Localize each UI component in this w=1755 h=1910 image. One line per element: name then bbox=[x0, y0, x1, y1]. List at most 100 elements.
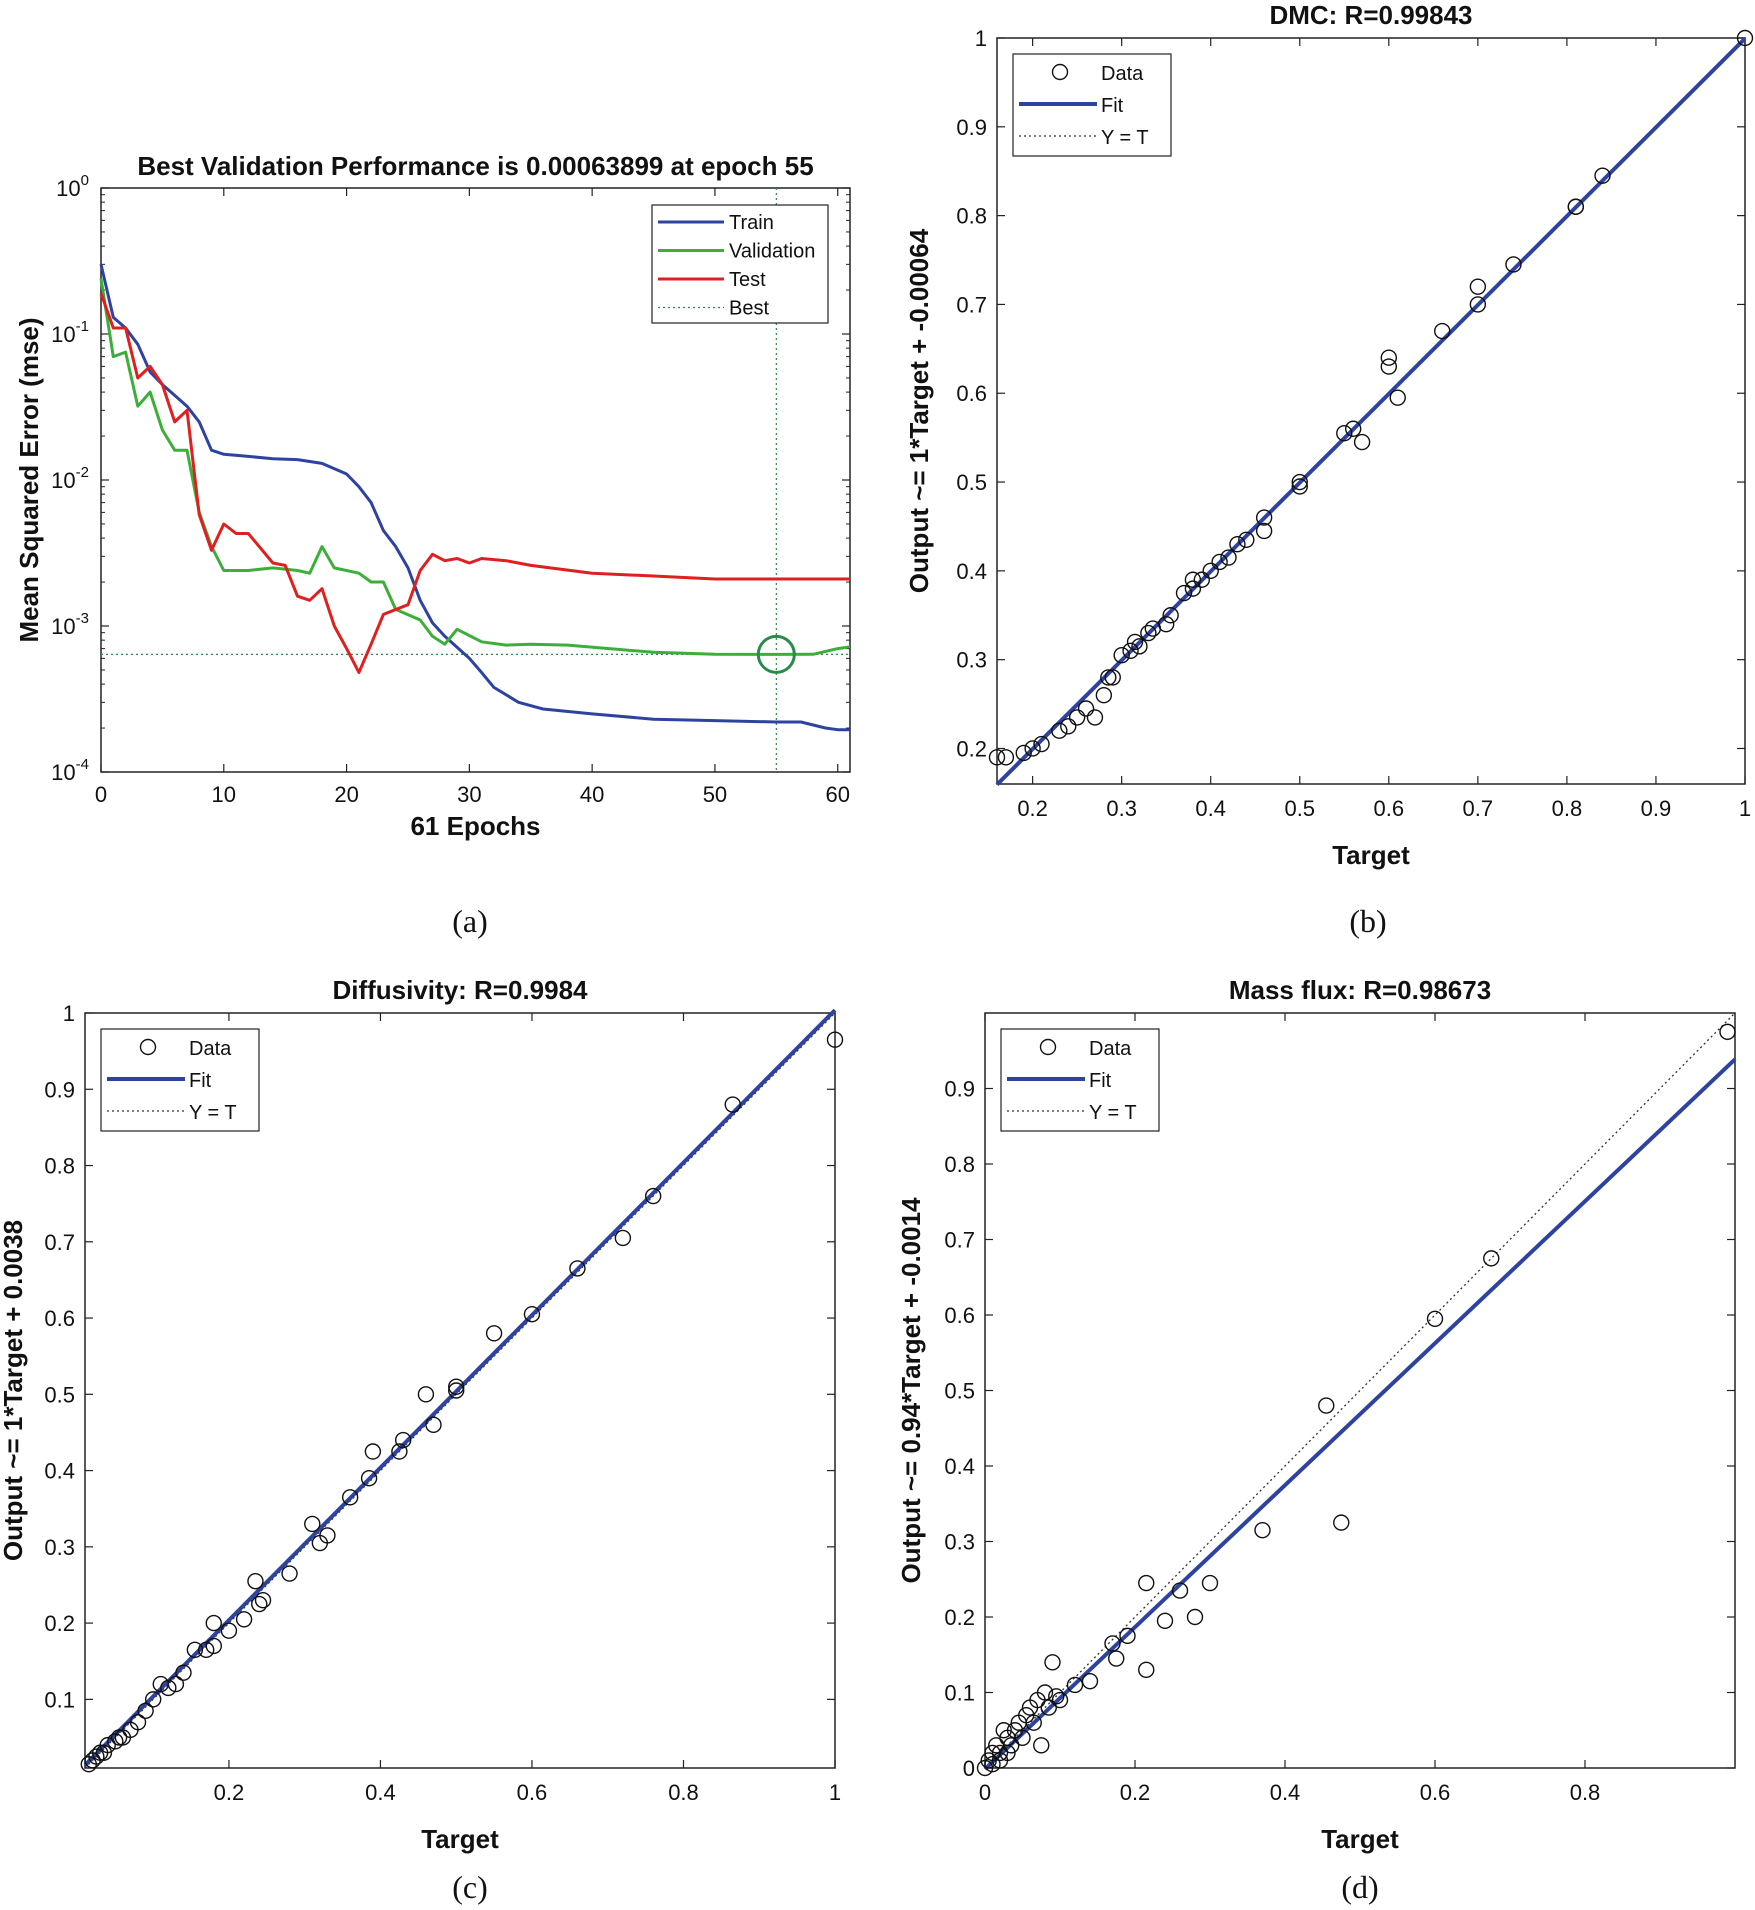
y-tick-base: 10 bbox=[51, 614, 75, 639]
y-tick-label: 0.3 bbox=[44, 1535, 75, 1560]
legend-label: Y = T bbox=[1101, 127, 1149, 149]
data-point bbox=[1051, 722, 1068, 739]
data-point bbox=[1201, 1574, 1219, 1592]
x-tick-label: 0.2 bbox=[214, 1780, 245, 1805]
fit-line bbox=[995, 37, 1747, 786]
legend-label: Best bbox=[729, 298, 769, 320]
data-point bbox=[1060, 718, 1077, 735]
data-point bbox=[1344, 420, 1362, 437]
chart-title: Best Validation Performance is 0.0006389… bbox=[137, 151, 813, 181]
data-point bbox=[247, 1572, 264, 1590]
data-point bbox=[1003, 1737, 1020, 1754]
x-tick-label: 0.4 bbox=[1270, 1780, 1301, 1805]
data-point bbox=[1024, 740, 1041, 757]
y-tick-exponent: -2 bbox=[76, 464, 89, 481]
legend-label: Y = T bbox=[189, 1102, 237, 1124]
y-tick-label: 0.5 bbox=[956, 470, 987, 495]
legend-label: Fit bbox=[1101, 95, 1124, 117]
legend-label: Fit bbox=[189, 1070, 212, 1092]
data-point bbox=[205, 1614, 222, 1632]
x-tick-label: 0.3 bbox=[1106, 796, 1137, 821]
data-point bbox=[1015, 744, 1032, 762]
data-point bbox=[1186, 1608, 1204, 1626]
x-axis-label: Target bbox=[1332, 840, 1410, 870]
data-point bbox=[1380, 358, 1398, 375]
data-point bbox=[614, 1229, 632, 1247]
data-point bbox=[1157, 615, 1175, 633]
y-tick-base: 10 bbox=[51, 468, 75, 493]
y-tick-label: 1 bbox=[63, 1001, 75, 1026]
data-point bbox=[1389, 389, 1406, 406]
data-point bbox=[1040, 1699, 1057, 1716]
data-point bbox=[980, 1752, 997, 1769]
data-point bbox=[1719, 1023, 1736, 1041]
y-tick-label: 0.2 bbox=[956, 736, 987, 761]
y-tick-label: 0.5 bbox=[944, 1379, 975, 1404]
y-tick-exponent: -3 bbox=[76, 610, 89, 627]
plot-frame bbox=[996, 37, 1746, 785]
data-point bbox=[160, 1679, 177, 1697]
y-tick-label: 0.8 bbox=[944, 1152, 975, 1177]
identity-line bbox=[984, 1012, 1736, 1769]
data-point bbox=[1202, 562, 1219, 580]
x-tick-label: 0.2 bbox=[1120, 1780, 1151, 1805]
data-point bbox=[1469, 278, 1487, 295]
y-tick-label: 0.7 bbox=[956, 292, 987, 317]
data-point bbox=[1483, 1250, 1500, 1267]
data-point bbox=[205, 1637, 222, 1655]
y-axis-label: Output ~= 1*Target + 0.0038 bbox=[0, 1220, 28, 1561]
data-point bbox=[1736, 29, 1754, 47]
x-tick-label: 0.6 bbox=[1374, 796, 1405, 821]
x-tick-label: 0.6 bbox=[517, 1780, 548, 1805]
y-tick-label: 0.7 bbox=[944, 1228, 975, 1253]
data-point bbox=[281, 1565, 298, 1582]
data-point bbox=[1255, 509, 1273, 526]
x-tick-label: 0.5 bbox=[1284, 796, 1315, 821]
data-point bbox=[1095, 686, 1113, 704]
y-tick-label: 0.9 bbox=[944, 1077, 975, 1102]
chart-title: Diffusivity: R=0.9984 bbox=[332, 975, 588, 1005]
y-tick-label: 0.5 bbox=[44, 1382, 75, 1407]
data-point bbox=[99, 1736, 116, 1754]
data-point bbox=[1193, 571, 1211, 588]
x-tick-label: 0.8 bbox=[1552, 796, 1583, 821]
data-point bbox=[485, 1325, 503, 1342]
data-point bbox=[995, 1722, 1012, 1739]
identity-line bbox=[84, 1012, 836, 1769]
y-tick-label: 10-4 bbox=[51, 756, 89, 785]
y-tick-base: 10 bbox=[56, 176, 80, 201]
data-point bbox=[1505, 256, 1522, 273]
data-point bbox=[1333, 1514, 1350, 1531]
data-point bbox=[1567, 198, 1585, 215]
y-tick-label: 0.4 bbox=[956, 559, 987, 584]
legend-label: Fit bbox=[1089, 1070, 1112, 1092]
data-point bbox=[1033, 735, 1050, 753]
legend-label: Test bbox=[729, 269, 766, 291]
data-point bbox=[198, 1641, 215, 1658]
data-point bbox=[107, 1733, 124, 1750]
legend-marker bbox=[1051, 63, 1069, 81]
y-tick-base: 10 bbox=[51, 322, 75, 347]
x-tick-label: 40 bbox=[580, 782, 604, 807]
x-tick-label: 20 bbox=[334, 782, 358, 807]
data-point bbox=[1131, 638, 1148, 655]
data-point bbox=[1068, 709, 1086, 726]
data-point bbox=[1156, 1612, 1174, 1629]
legend-label: Data bbox=[1101, 63, 1144, 85]
data-point bbox=[1081, 1672, 1099, 1690]
plot-frame bbox=[84, 1012, 836, 1769]
data-point bbox=[448, 1382, 465, 1399]
x-tick-label: 0 bbox=[95, 782, 107, 807]
y-tick-label: 100 bbox=[56, 172, 89, 201]
best-marker bbox=[756, 634, 796, 674]
data-point bbox=[1380, 349, 1398, 366]
massflux-regression-panel: Mass flux: R=0.98673 0 0.2 0.4 0.6 0.8 0 0.1 0.2… bbox=[896, 975, 1737, 1854]
y-tick-label: 0.4 bbox=[944, 1454, 975, 1479]
data-point bbox=[1100, 669, 1117, 686]
data-point bbox=[1255, 522, 1273, 540]
data-point bbox=[1140, 624, 1157, 642]
x-axis-label: 61 Epochs bbox=[410, 811, 540, 841]
legend-box bbox=[651, 204, 829, 324]
data-point bbox=[304, 1515, 321, 1533]
x-tick-label: 0.4 bbox=[1195, 796, 1226, 821]
